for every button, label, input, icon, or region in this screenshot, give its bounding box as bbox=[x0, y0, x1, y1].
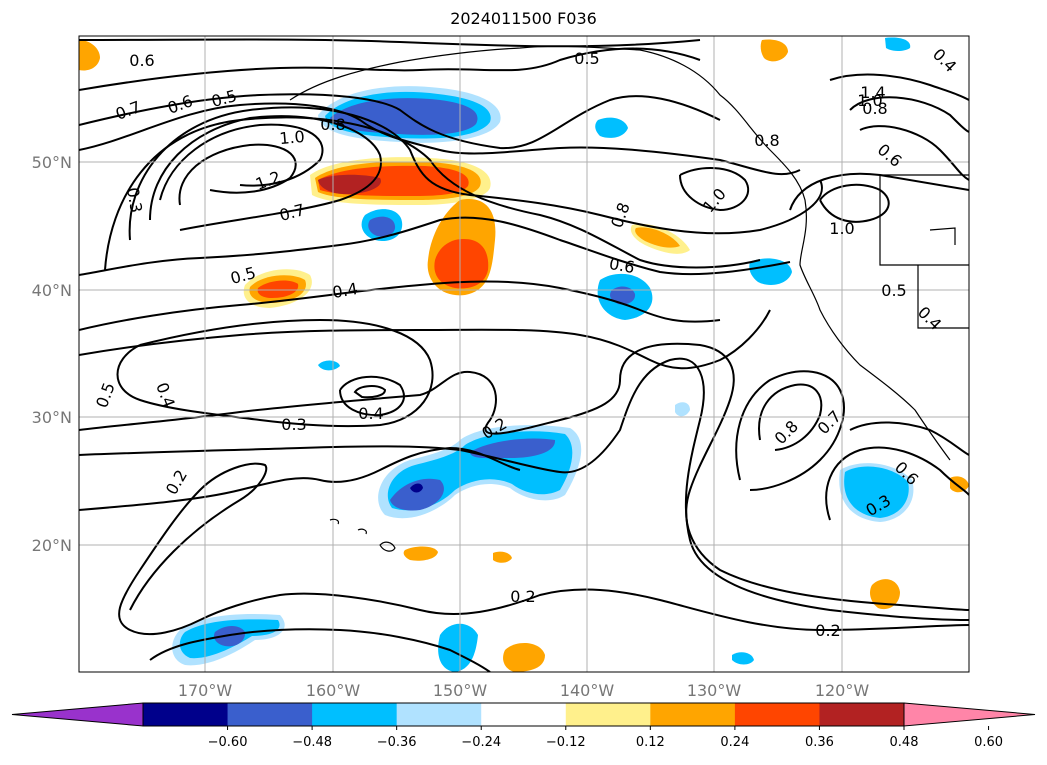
lon-label-170w: 170°W bbox=[178, 681, 233, 700]
colorbar-segment bbox=[481, 703, 567, 726]
colorbar-extend-min bbox=[11, 702, 144, 727]
colorbar-tick-label: −0.60 bbox=[208, 735, 248, 750]
contour-label: 0.8 bbox=[862, 99, 887, 118]
colorbar bbox=[11, 702, 1036, 727]
graticule bbox=[79, 36, 969, 672]
colorbar-segment bbox=[565, 703, 651, 726]
colorbar-extend-max bbox=[903, 702, 1036, 727]
contour-label: 0.8 bbox=[320, 115, 345, 134]
map-title: 2024011500 F036 bbox=[450, 9, 597, 28]
contour-label: 0.6 bbox=[129, 51, 154, 70]
contour-label: 1.0 bbox=[279, 127, 306, 148]
lat-label-50n: 50°N bbox=[32, 153, 72, 172]
colorbar-tick-label: −0.48 bbox=[292, 735, 332, 750]
colorbar-tick-label: 0.60 bbox=[974, 735, 1003, 750]
colorbar-segment bbox=[312, 703, 398, 726]
colorbar-segment bbox=[819, 703, 905, 726]
colorbar-tick-label: 0.48 bbox=[890, 735, 919, 750]
contour-label: 0.2 bbox=[815, 621, 840, 640]
colorbar-segment bbox=[143, 703, 229, 726]
colorbar-segment bbox=[650, 703, 736, 726]
contour-label: 0.6 bbox=[608, 254, 636, 277]
lon-label-140w: 140°W bbox=[560, 681, 615, 700]
lon-label-150w: 150°W bbox=[433, 681, 488, 700]
colorbar-segment bbox=[734, 703, 820, 726]
colorbar-tick-labels: −0.60 −0.48 −0.36 −0.24 −0.12 0.12 0.24 0.36 0.4… bbox=[208, 726, 1003, 750]
lat-label-30n: 30°N bbox=[32, 408, 72, 427]
colorbar-tick-label: 0.24 bbox=[720, 735, 749, 750]
colorbar-tick-label: −0.12 bbox=[546, 735, 586, 750]
contour-label: 0.2 bbox=[510, 587, 535, 606]
contour-label: 1.4 bbox=[860, 83, 885, 102]
contour-label: 0.5 bbox=[881, 281, 906, 300]
coastlines bbox=[289, 45, 969, 552]
colorbar-tick-label: −0.36 bbox=[377, 735, 417, 750]
contour-label: 0.8 bbox=[754, 131, 779, 150]
plot-area bbox=[79, 36, 969, 672]
lon-label-160w: 160°W bbox=[306, 681, 361, 700]
contour-label: 1.0 bbox=[829, 219, 854, 238]
contour-label: 0.3 bbox=[123, 186, 146, 214]
plot-frame bbox=[78, 35, 970, 673]
colorbar-segment bbox=[227, 703, 313, 726]
colorbar-tick-label: −0.24 bbox=[461, 735, 501, 750]
contour-label: 1.0 bbox=[857, 91, 882, 110]
contour-label: 0.4 bbox=[331, 279, 359, 302]
contour-label: 0.3 bbox=[281, 415, 306, 434]
lat-label-40n: 40°N bbox=[32, 281, 72, 300]
contour-label: 0.5 bbox=[574, 49, 599, 68]
colorbar-tick-label: 0.36 bbox=[805, 735, 834, 750]
anomaly-shading bbox=[79, 37, 969, 672]
colorbar-tick-label: 0.12 bbox=[636, 735, 665, 750]
lon-label-130w: 130°W bbox=[687, 681, 742, 700]
contour-label: 0.4 bbox=[358, 404, 383, 423]
contour-lines bbox=[79, 38, 969, 672]
lon-label-120w: 120°W bbox=[815, 681, 870, 700]
colorbar-segment bbox=[396, 703, 482, 726]
lat-label-20n: 20°N bbox=[32, 536, 72, 555]
colorbar-frame bbox=[142, 702, 905, 727]
